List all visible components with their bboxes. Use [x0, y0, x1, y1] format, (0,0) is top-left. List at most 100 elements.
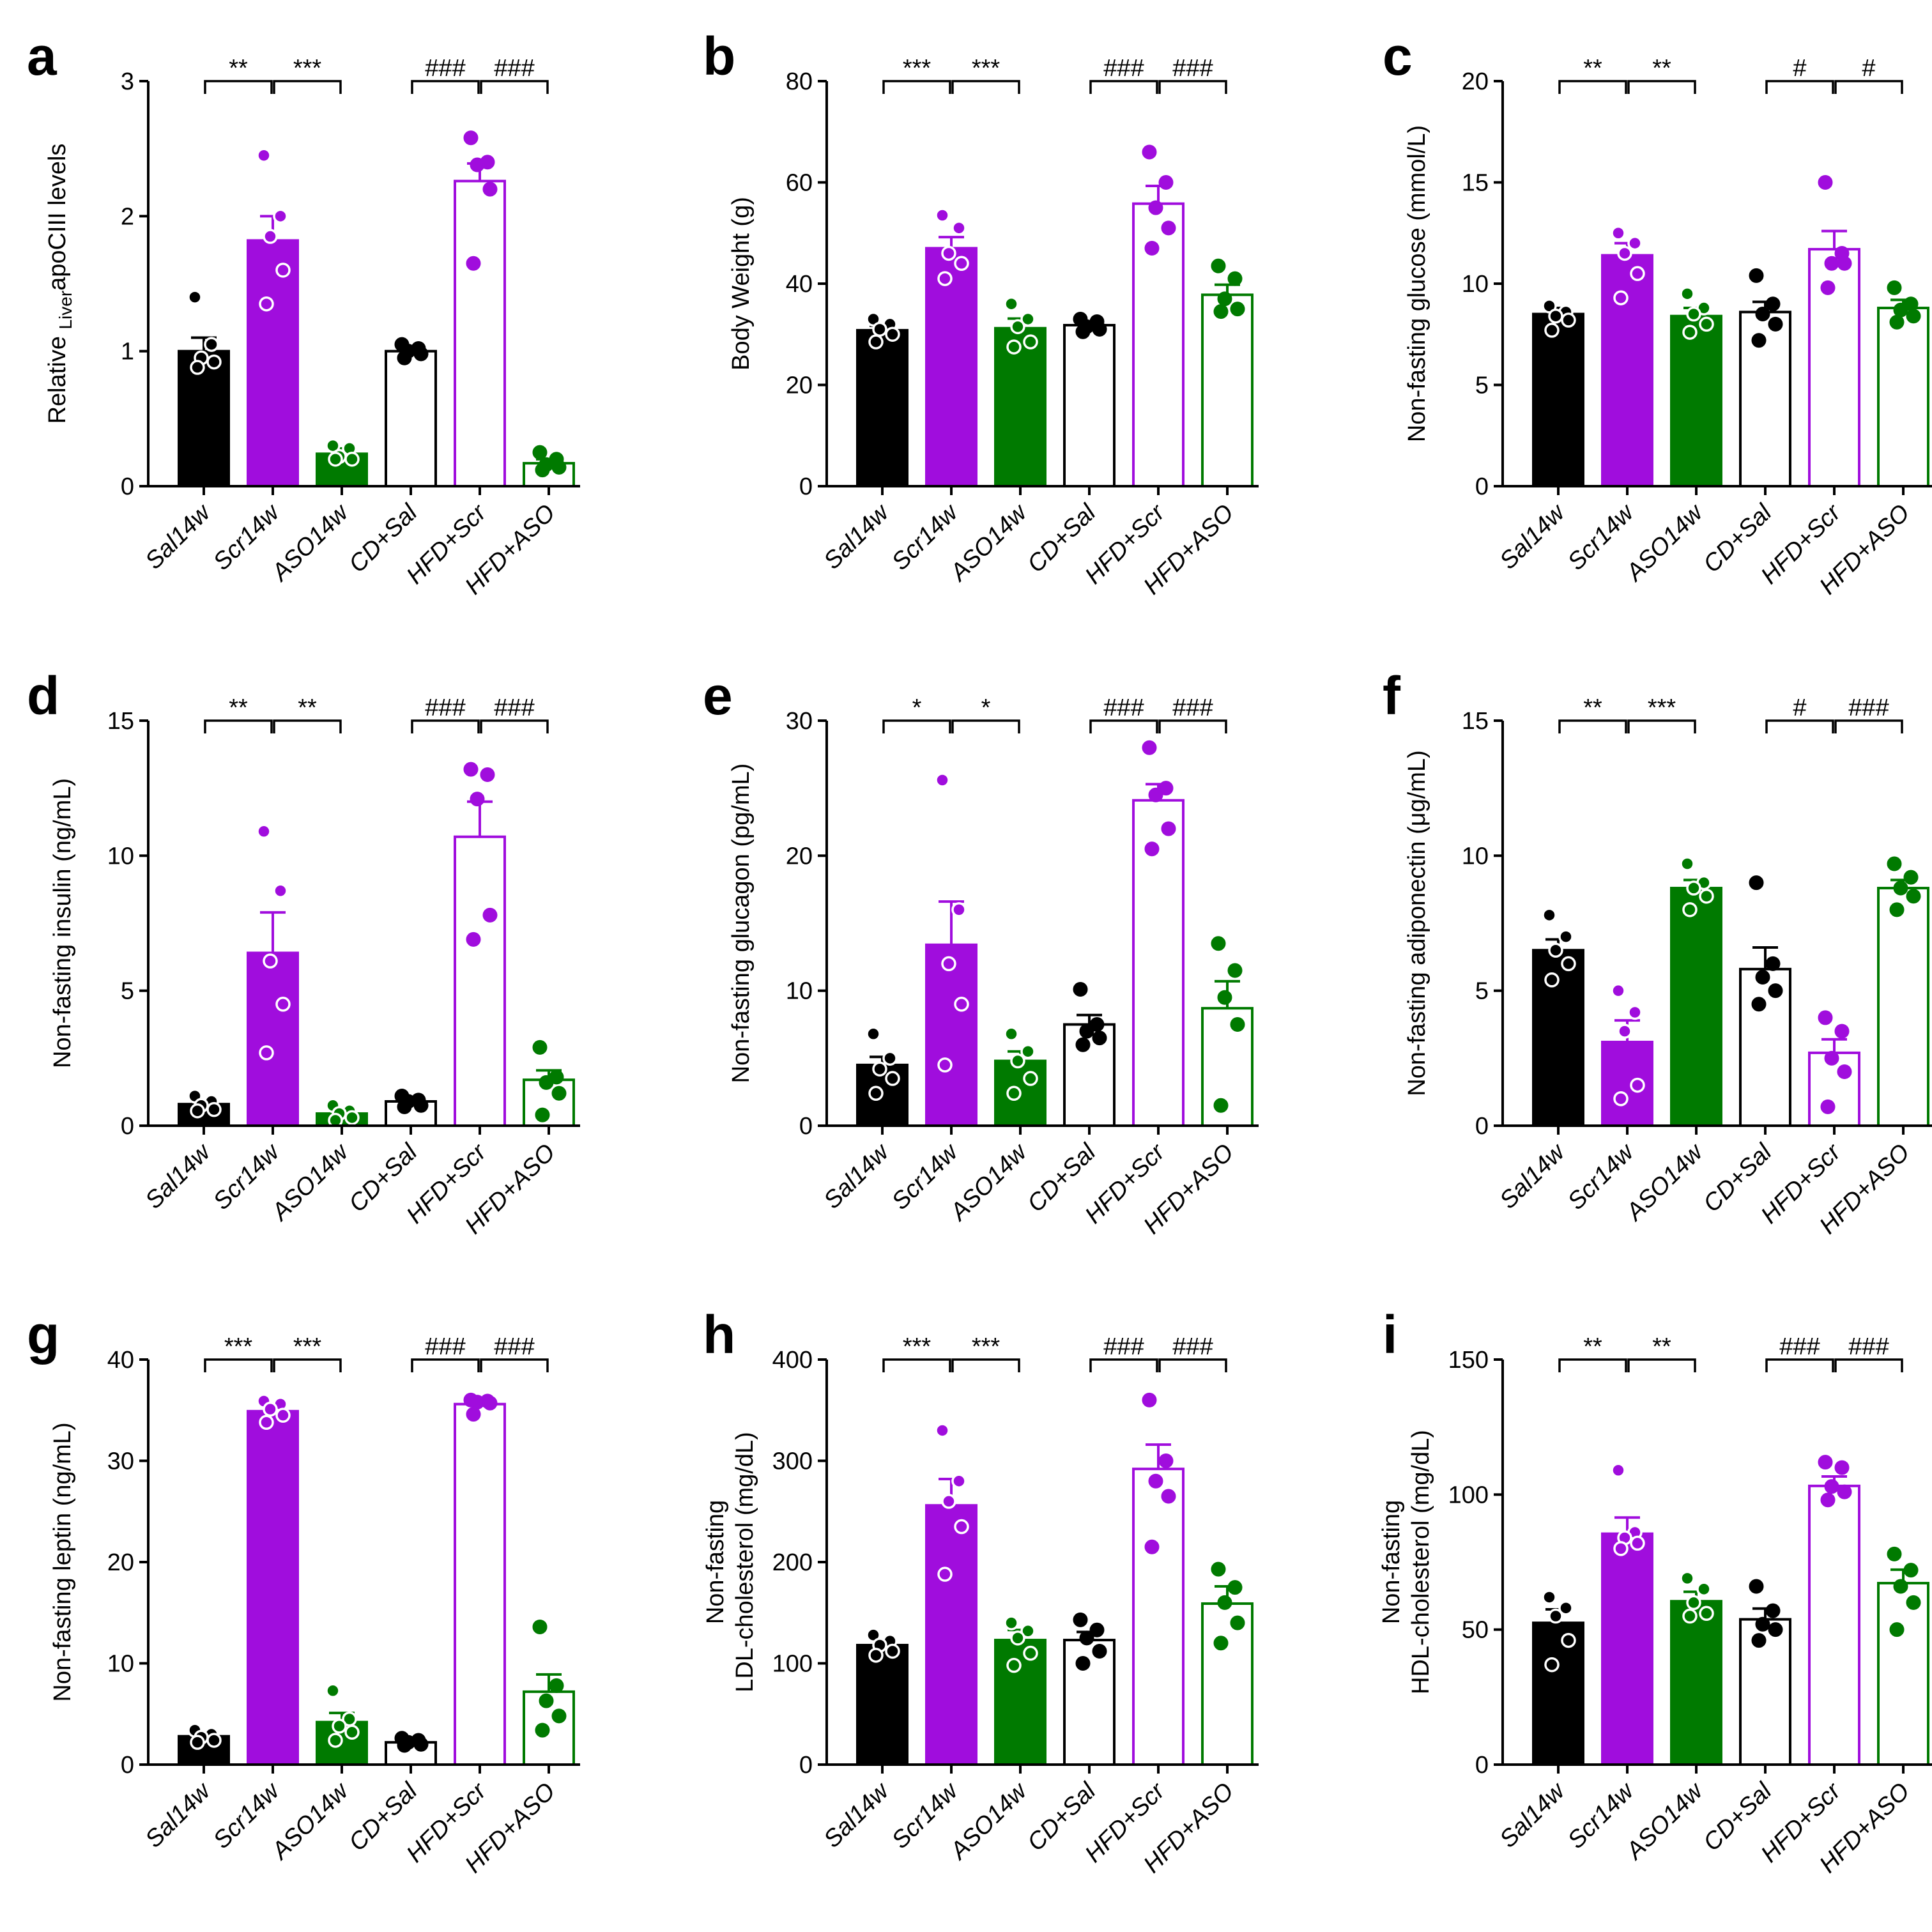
data-point-core [210, 1735, 218, 1745]
significance-bracket [1089, 1358, 1158, 1372]
data-point-core [335, 1721, 344, 1731]
significance-label: ### [425, 694, 465, 721]
panel-letter: e [703, 666, 733, 726]
bar [1201, 293, 1254, 487]
data-point-core [276, 1399, 285, 1409]
data-point [1142, 144, 1157, 160]
data-point [466, 256, 481, 271]
data-point [1837, 1484, 1852, 1499]
significance-bracket [1834, 1358, 1903, 1372]
data-point-core [938, 775, 947, 785]
data-point-core [331, 1735, 340, 1745]
significance-label: # [1793, 55, 1806, 82]
data-point-core [193, 1106, 202, 1116]
significance-bracket [204, 1358, 273, 1372]
significance-label: ** [1583, 694, 1602, 721]
panel-a: a0123Sal14wScr14wASO14wCD+SalHFD+ScrHFD+… [27, 26, 580, 600]
significance-label: # [1793, 694, 1806, 721]
panel-letter: d [27, 666, 59, 726]
data-point-core [1551, 311, 1560, 321]
significance-label: ** [1583, 55, 1602, 82]
data-point [1227, 1580, 1243, 1595]
bar [1670, 314, 1722, 487]
data-point-core [276, 886, 285, 896]
x-tick-label: ASO14w [266, 1777, 355, 1866]
data-point [1142, 1392, 1157, 1407]
data-point-core [1689, 1598, 1698, 1607]
data-point-core [266, 956, 275, 966]
data-point [1818, 1010, 1833, 1025]
data-point-core [210, 1105, 218, 1114]
significance-label: *** [224, 1333, 253, 1360]
data-point-core [193, 1738, 202, 1747]
data-point [1765, 1603, 1781, 1618]
panel-letter: g [27, 1305, 59, 1365]
bar [1670, 887, 1722, 1127]
data-point-core [957, 999, 966, 1009]
significance-label: ### [1172, 694, 1213, 721]
data-point-core [954, 223, 963, 233]
data-point-core [1564, 316, 1573, 325]
y-tick-label: 100 [1448, 1482, 1489, 1508]
data-point [1837, 1064, 1852, 1079]
bar [1601, 1532, 1653, 1767]
data-point-core [1026, 1074, 1035, 1084]
data-point [1765, 956, 1781, 971]
significance-bracket [1765, 719, 1834, 733]
significance-bracket [480, 719, 549, 733]
data-point-core [190, 293, 199, 302]
panel-letter: f [1383, 666, 1401, 726]
data-point [1893, 1579, 1908, 1594]
significance-label: *** [972, 55, 1000, 82]
data-point [413, 1098, 429, 1113]
data-point [1092, 1031, 1107, 1046]
y-axis-title: Non-fasting glucagon (pg/mL) [728, 763, 755, 1084]
y-tick-label: 20 [107, 1549, 134, 1576]
significance-label: ### [1848, 694, 1889, 721]
x-tick-label: Sal14w [141, 1138, 217, 1215]
data-point [1887, 280, 1902, 295]
data-point-core [1614, 1466, 1623, 1475]
data-point-core [210, 357, 218, 367]
bar [1670, 1600, 1722, 1766]
data-point-core [262, 1048, 271, 1057]
bar [925, 1504, 977, 1766]
data-point-core [1547, 975, 1556, 985]
data-point [1768, 1622, 1783, 1637]
data-point [1824, 256, 1839, 271]
panel-letter: b [703, 26, 735, 86]
data-point [1889, 1622, 1905, 1637]
y-tick-label: 40 [786, 271, 813, 298]
data-point [482, 907, 498, 923]
y-tick-label: 15 [1462, 708, 1489, 735]
data-point-core [1630, 1008, 1639, 1017]
data-point [1158, 1453, 1174, 1468]
significance-label: ** [1583, 1333, 1602, 1360]
data-point [1749, 875, 1764, 891]
data-point-core [1547, 1660, 1556, 1669]
y-tick-label: 80 [786, 68, 813, 95]
data-point-core [944, 249, 953, 258]
data-point-core [1685, 1611, 1694, 1621]
data-point-core [276, 211, 285, 221]
bar [1532, 1621, 1584, 1767]
data-point-core [1616, 293, 1625, 303]
data-point [1230, 302, 1245, 317]
significance-bracket [1765, 80, 1834, 94]
bar [178, 349, 230, 488]
bar [1063, 1639, 1116, 1766]
data-point-core [328, 441, 337, 450]
data-point [539, 1693, 554, 1708]
significance-bracket [951, 1358, 1020, 1372]
x-tick-label: ASO14w [266, 498, 355, 587]
data-point-core [1702, 891, 1711, 901]
data-point-core [938, 211, 947, 220]
data-point [532, 445, 548, 460]
data-point-core [885, 319, 894, 329]
significance-label: *** [972, 1333, 1000, 1360]
x-tick-label: Sal14w [819, 498, 896, 575]
data-point-core [944, 1496, 953, 1506]
data-point-core [1023, 314, 1032, 324]
significance-bracket [1089, 719, 1158, 733]
data-point [1144, 1539, 1160, 1554]
